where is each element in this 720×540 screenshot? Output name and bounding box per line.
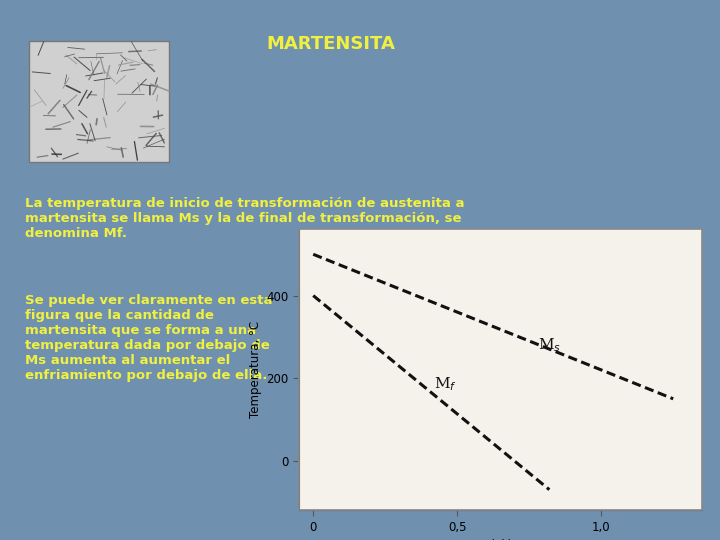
Bar <box>299 230 702 510</box>
X-axis label: Composición, ᴡ/₀ C: Composición, ᴡ/₀ C <box>444 539 557 540</box>
Text: M$_s$: M$_s$ <box>538 336 561 354</box>
Text: Se puede ver claramente en esta
figura que la cantidad de
martensita que se form: Se puede ver claramente en esta figura q… <box>25 294 273 382</box>
Y-axis label: Temperatura, °C: Temperatura, °C <box>249 321 262 419</box>
Text: La temperatura de inicio de transformación de austenita a
martensita se llama Ms: La temperatura de inicio de transformaci… <box>25 197 464 240</box>
Text: MARTENSITA: MARTENSITA <box>266 35 395 53</box>
Text: M$_f$: M$_f$ <box>434 375 457 393</box>
Bar <box>29 40 169 162</box>
